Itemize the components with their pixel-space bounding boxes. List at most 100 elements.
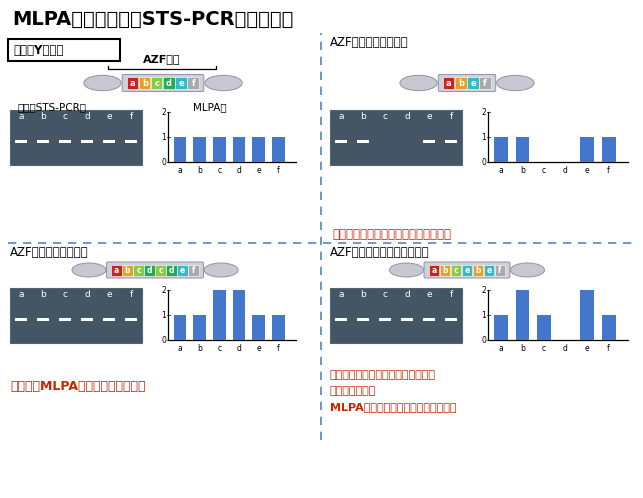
- Ellipse shape: [511, 263, 545, 277]
- Bar: [580, 290, 594, 340]
- Text: 判別がつかない: 判別がつかない: [330, 386, 376, 396]
- Text: d: d: [563, 166, 568, 175]
- Bar: [155, 264, 165, 275]
- Bar: [494, 137, 508, 162]
- Text: a: a: [338, 112, 344, 121]
- Bar: [193, 315, 206, 340]
- Text: 1: 1: [481, 132, 486, 141]
- FancyBboxPatch shape: [122, 74, 204, 92]
- Bar: [494, 315, 508, 340]
- Text: MLPA法は複雑構造変化を同定できる: MLPA法は複雑構造変化を同定できる: [330, 402, 457, 412]
- Text: a: a: [177, 166, 182, 175]
- Text: e: e: [257, 344, 261, 353]
- FancyBboxPatch shape: [107, 262, 203, 278]
- Text: f: f: [498, 265, 502, 274]
- Text: e: e: [178, 79, 184, 88]
- Ellipse shape: [496, 75, 534, 91]
- Bar: [443, 77, 455, 89]
- Bar: [193, 137, 206, 162]
- Text: e: e: [464, 265, 469, 274]
- Bar: [233, 137, 245, 162]
- Text: 0: 0: [481, 336, 486, 345]
- Bar: [446, 139, 457, 143]
- FancyBboxPatch shape: [439, 74, 496, 92]
- Text: c: c: [542, 344, 546, 353]
- Text: AZF領域の一部の欠失: AZF領域の一部の欠失: [330, 36, 408, 49]
- Bar: [188, 264, 199, 275]
- Bar: [125, 139, 137, 143]
- Text: d: d: [404, 289, 410, 298]
- Text: b: b: [142, 79, 148, 88]
- Text: c: c: [136, 265, 141, 274]
- Text: c: c: [542, 166, 546, 175]
- Bar: [423, 139, 435, 143]
- Text: 従来のSTS-PCR法: 従来のSTS-PCR法: [18, 102, 87, 112]
- Text: 2: 2: [161, 285, 166, 294]
- Bar: [15, 139, 27, 143]
- Text: a: a: [431, 265, 437, 274]
- Text: e: e: [106, 112, 112, 121]
- Bar: [467, 77, 478, 89]
- Bar: [166, 264, 176, 275]
- Text: MLPA法と従来法（STS-PCR法）の比較: MLPA法と従来法（STS-PCR法）の比較: [12, 10, 293, 29]
- Ellipse shape: [84, 75, 121, 91]
- Text: b: b: [458, 79, 464, 88]
- Text: a: a: [18, 289, 24, 298]
- Bar: [451, 264, 461, 275]
- Bar: [139, 77, 150, 89]
- Text: f: f: [449, 112, 453, 121]
- Text: e: e: [584, 344, 590, 353]
- Bar: [484, 264, 494, 275]
- Text: 重複は、MLPA法でのみ同定できる: 重複は、MLPA法でのみ同定できる: [10, 380, 145, 393]
- Text: 2: 2: [161, 108, 166, 117]
- Bar: [252, 137, 265, 162]
- Bar: [330, 288, 462, 343]
- Text: d: d: [237, 344, 241, 353]
- Text: c: c: [454, 265, 458, 274]
- Bar: [479, 77, 491, 89]
- Bar: [175, 77, 186, 89]
- Text: c: c: [158, 265, 163, 274]
- Text: c: c: [62, 112, 68, 121]
- Bar: [602, 315, 615, 340]
- Bar: [213, 290, 226, 340]
- Text: b: b: [475, 265, 481, 274]
- Text: a: a: [130, 79, 136, 88]
- Text: 2: 2: [481, 108, 486, 117]
- Bar: [127, 77, 138, 89]
- Text: d: d: [563, 344, 568, 353]
- Bar: [272, 315, 285, 340]
- Text: a: a: [18, 112, 24, 121]
- Bar: [187, 77, 199, 89]
- Bar: [446, 318, 457, 321]
- Bar: [423, 318, 435, 321]
- Text: b: b: [40, 289, 46, 298]
- Text: e: e: [470, 79, 476, 88]
- Text: 1: 1: [161, 132, 166, 141]
- Bar: [163, 77, 175, 89]
- Bar: [37, 139, 49, 143]
- Bar: [358, 318, 368, 321]
- Text: e: e: [106, 289, 112, 298]
- Bar: [59, 139, 71, 143]
- Bar: [335, 318, 347, 321]
- Text: 1: 1: [481, 310, 486, 320]
- Text: f: f: [277, 166, 280, 175]
- Bar: [104, 139, 114, 143]
- Text: AZF領域: AZF領域: [143, 54, 181, 64]
- Text: a: a: [498, 344, 503, 353]
- Text: f: f: [129, 289, 132, 298]
- Bar: [272, 137, 285, 162]
- Bar: [111, 264, 122, 275]
- Bar: [440, 264, 450, 275]
- Text: f: f: [129, 112, 132, 121]
- Text: a: a: [498, 166, 503, 175]
- Text: d: d: [147, 265, 152, 274]
- Text: a: a: [177, 344, 182, 353]
- Text: a: a: [446, 79, 451, 88]
- Text: b: b: [40, 112, 46, 121]
- Bar: [516, 137, 529, 162]
- Ellipse shape: [204, 263, 238, 277]
- Ellipse shape: [400, 75, 437, 91]
- Ellipse shape: [390, 263, 424, 277]
